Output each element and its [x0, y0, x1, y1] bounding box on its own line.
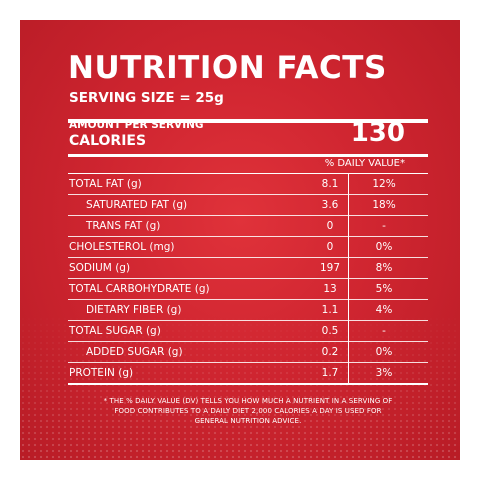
nutrient-daily-value: 4%: [375, 304, 393, 316]
nutrition-label-panel: NUTRITION FACTS SERVING SIZE = 25g AMOUN…: [20, 20, 460, 460]
nutrient-daily-value: 3%: [375, 367, 393, 379]
nutrient-amount: 0: [326, 241, 334, 253]
nutrient-name: DIETARY FIBER (g): [86, 304, 182, 316]
nutrient-name: TOTAL FAT (g): [69, 178, 142, 190]
nutrient-daily-value: 0%: [375, 346, 393, 358]
nutrient-name: SATURATED FAT (g): [86, 199, 188, 211]
calories-value: 130: [350, 118, 405, 148]
nutrient-row: ADDED SUGAR (g) 0.2 0%: [68, 342, 428, 363]
nutrient-name: ADDED SUGAR (g): [86, 346, 183, 358]
nutrient-amount: 0.5: [321, 325, 339, 337]
daily-value-header: % DAILY VALUE*: [324, 158, 405, 169]
nutrient-row: CHOLESTEROL (mg) 0 0%: [68, 237, 428, 258]
nutrient-daily-value: -: [382, 220, 386, 232]
nutrient-row: SODIUM (g) 197 8%: [68, 258, 428, 279]
nutrient-daily-value: 8%: [375, 262, 393, 274]
nutrient-row: TOTAL SUGAR (g) 0.5 -: [68, 321, 428, 342]
nutrient-row: TOTAL CARBOHYDRATE (g) 13 5%: [68, 279, 428, 300]
thick-divider: [68, 119, 428, 123]
nutrient-table: TOTAL FAT (g) 8.1 12% SATURATED FAT (g) 3.6 1…: [68, 174, 428, 385]
nutrient-row: PROTEIN (g) 1.7 3%: [68, 363, 428, 385]
calories-label: CALORIES: [69, 133, 147, 149]
nutrient-name: PROTEIN (g): [69, 367, 134, 379]
nutrition-facts-title: NUTRITION FACTS: [68, 50, 387, 86]
nutrient-amount: 1.7: [321, 367, 339, 379]
nutrient-row: SATURATED FAT (g) 3.6 18%: [68, 195, 428, 216]
nutrient-amount: 3.6: [321, 199, 339, 211]
nutrient-amount: 13: [323, 283, 337, 295]
nutrient-name: TRANS FAT (g): [86, 220, 161, 232]
amount-per-serving-label: AMOUNT PER SERVING: [69, 119, 204, 131]
nutrient-row: DIETARY FIBER (g) 1.1 4%: [68, 300, 428, 321]
nutrient-amount: 0.2: [321, 346, 339, 358]
nutrient-daily-value: 18%: [372, 199, 396, 211]
nutrient-daily-value: 12%: [372, 178, 396, 190]
nutrient-daily-value: -: [382, 325, 386, 337]
serving-size: SERVING SIZE = 25g: [69, 90, 224, 106]
nutrient-name: TOTAL CARBOHYDRATE (g): [69, 283, 210, 295]
nutrient-amount: 0: [326, 220, 334, 232]
nutrient-amount: 8.1: [321, 178, 339, 190]
footnote: * THE % DAILY VALUE (DV) TELLS YOU HOW M…: [103, 397, 393, 425]
nutrient-name: TOTAL SUGAR (g): [69, 325, 161, 337]
medium-divider: [68, 154, 428, 157]
nutrient-name: SODIUM (g): [69, 262, 131, 274]
nutrient-row: TOTAL FAT (g) 8.1 12%: [68, 174, 428, 195]
table-top-divider: [68, 173, 428, 174]
nutrient-daily-value: 0%: [375, 241, 393, 253]
nutrient-amount: 1.1: [321, 304, 339, 316]
nutrient-row: TRANS FAT (g) 0 -: [68, 216, 428, 237]
nutrient-name: CHOLESTEROL (mg): [69, 241, 175, 253]
nutrient-daily-value: 5%: [375, 283, 393, 295]
nutrient-amount: 197: [319, 262, 341, 274]
